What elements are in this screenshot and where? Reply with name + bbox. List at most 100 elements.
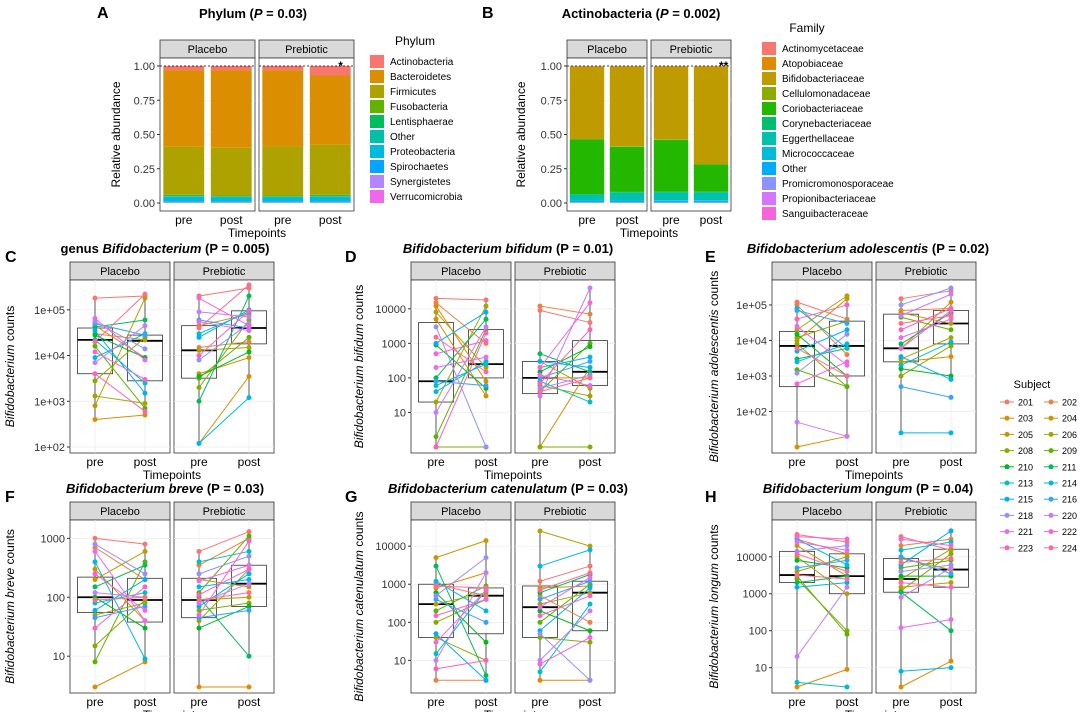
y-tick-label: 10000 <box>375 304 406 316</box>
subject-line <box>539 603 591 673</box>
subject-point <box>898 366 904 372</box>
subject-point <box>483 585 489 591</box>
subject-line <box>198 376 250 444</box>
legend-label: 206 <box>1062 430 1077 440</box>
bar-segment <box>693 164 729 192</box>
subject-point <box>433 677 439 683</box>
subject-line <box>198 397 250 444</box>
subject-line <box>435 585 487 589</box>
subject-point <box>433 324 439 330</box>
legend-swatch-point <box>1048 545 1054 551</box>
subject-line <box>539 367 591 448</box>
facet-label: Prebiotic <box>544 506 587 518</box>
subject-point <box>948 617 954 623</box>
subject-point <box>142 412 148 418</box>
subject-point <box>92 541 98 547</box>
subject-line <box>198 295 250 402</box>
bar-segment <box>210 147 252 196</box>
subject-line <box>796 329 848 352</box>
subject-point <box>794 316 800 322</box>
panel-label: F <box>5 489 15 506</box>
subject-point <box>794 444 800 450</box>
subject-point <box>537 613 543 619</box>
subject-point <box>898 580 904 586</box>
subject-point <box>898 373 904 379</box>
subject-line <box>900 316 952 331</box>
subject-line <box>94 414 146 420</box>
chart-title-part: (P = 0.02) <box>928 241 989 256</box>
subject-line <box>900 556 952 575</box>
y-axis-title: Bifidobacterium longum counts <box>707 524 721 688</box>
subject-point <box>433 631 439 637</box>
subject-point <box>794 539 800 545</box>
subject-line <box>198 321 250 332</box>
subject-point <box>948 305 954 311</box>
legend-swatch <box>762 192 776 205</box>
subject-point <box>794 551 800 557</box>
subject-line <box>539 565 591 582</box>
subject-point <box>196 334 202 340</box>
subject-point <box>794 565 800 571</box>
bar-segment <box>309 201 351 203</box>
legend-label: Actinobacteria <box>390 57 454 68</box>
subject-line <box>539 377 591 393</box>
subject-line <box>435 318 487 397</box>
subject-point <box>483 444 489 450</box>
legend-swatch-point <box>1048 431 1054 437</box>
subject-point <box>483 303 489 309</box>
legend-swatch <box>762 147 776 160</box>
x-tick-label: pre <box>788 455 806 469</box>
subject-point <box>142 559 148 565</box>
subject-line <box>198 537 250 566</box>
subject-point <box>537 303 543 309</box>
subject-point <box>142 603 148 609</box>
subject-point <box>433 608 439 614</box>
bar-segment <box>163 70 205 147</box>
bar-segment <box>163 201 205 203</box>
legend-label: 202 <box>1062 398 1077 408</box>
subject-point <box>844 345 850 351</box>
subject-line <box>900 538 952 547</box>
subject-point <box>898 302 904 308</box>
y-axis-title-part: Bifidobacterium adolescentis <box>707 309 721 462</box>
subject-point <box>92 559 98 565</box>
subject-point <box>433 309 439 315</box>
subject-point <box>433 666 439 672</box>
y-tick-label: 0.50 <box>541 130 562 142</box>
subject-point <box>898 589 904 595</box>
x-axis-title: Timepoints <box>845 708 903 712</box>
subject-line <box>435 332 487 448</box>
subject-point <box>483 324 489 330</box>
subject-point <box>433 634 439 640</box>
bar-segment <box>609 192 645 201</box>
subject-line <box>900 541 952 551</box>
facet-label: Prebiotic <box>285 44 328 56</box>
subject-point <box>246 349 252 355</box>
subject-line <box>198 592 250 601</box>
y-axis-title-part: Bifidobacterium longum <box>707 563 721 688</box>
subject-point <box>794 654 800 660</box>
subject-line <box>94 602 146 616</box>
subject-point <box>898 384 904 390</box>
subject-line <box>435 356 487 368</box>
subject-point <box>948 335 954 341</box>
subject-line <box>900 318 952 339</box>
subject-point <box>92 315 98 321</box>
subject-line <box>198 609 250 619</box>
subject-line <box>796 343 848 388</box>
subject-line <box>435 598 487 617</box>
bar-segment <box>262 201 304 203</box>
subject-point <box>587 399 593 405</box>
subject-point <box>92 295 98 301</box>
subject-point <box>483 570 489 576</box>
subject-point <box>433 378 439 384</box>
facet-label: Prebiotic <box>203 266 246 278</box>
legend-label: Promicromonosporaceae <box>782 179 894 190</box>
y-tick-label: 0.25 <box>134 164 155 176</box>
subject-point <box>948 584 954 590</box>
y-axis-title: Bifidobacterium catenulatum counts <box>352 511 366 701</box>
subject-point <box>433 619 439 625</box>
subject-point <box>92 339 98 345</box>
legend-swatch <box>370 85 384 98</box>
subject-point <box>794 534 800 540</box>
